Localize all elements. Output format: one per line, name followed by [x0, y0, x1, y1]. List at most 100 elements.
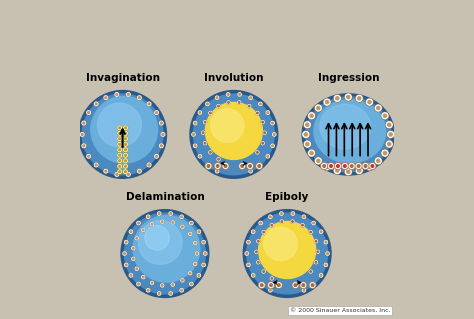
Circle shape [132, 247, 135, 250]
Circle shape [151, 282, 153, 284]
Circle shape [159, 121, 164, 125]
Ellipse shape [314, 100, 386, 163]
Circle shape [259, 221, 262, 225]
Circle shape [263, 271, 264, 272]
Circle shape [248, 164, 252, 168]
Circle shape [208, 111, 212, 115]
Circle shape [320, 274, 322, 276]
Circle shape [146, 101, 152, 106]
Circle shape [137, 222, 139, 224]
Circle shape [122, 251, 127, 256]
Circle shape [388, 132, 393, 137]
Circle shape [117, 158, 122, 163]
Circle shape [258, 163, 263, 167]
Circle shape [226, 92, 230, 97]
Circle shape [260, 284, 263, 286]
Circle shape [273, 133, 276, 136]
Circle shape [310, 283, 315, 287]
Circle shape [117, 169, 122, 174]
Circle shape [192, 134, 194, 135]
Circle shape [374, 104, 382, 112]
Circle shape [257, 261, 260, 264]
Circle shape [306, 123, 309, 126]
Circle shape [257, 240, 260, 243]
Circle shape [119, 143, 121, 145]
Circle shape [114, 172, 119, 177]
Circle shape [374, 157, 382, 165]
Circle shape [258, 282, 263, 286]
Circle shape [208, 150, 212, 154]
Circle shape [326, 165, 328, 168]
Circle shape [258, 102, 263, 106]
Circle shape [157, 211, 161, 216]
Circle shape [117, 164, 122, 169]
Circle shape [206, 163, 209, 167]
Circle shape [160, 144, 163, 147]
Circle shape [161, 284, 164, 287]
Circle shape [371, 165, 374, 167]
Circle shape [264, 227, 297, 261]
Circle shape [158, 292, 161, 295]
Circle shape [365, 98, 374, 106]
Circle shape [385, 140, 393, 148]
Circle shape [243, 210, 331, 297]
Circle shape [124, 170, 127, 173]
Circle shape [269, 289, 272, 292]
Circle shape [206, 102, 209, 106]
Circle shape [145, 226, 169, 250]
Circle shape [240, 164, 245, 168]
Circle shape [292, 282, 299, 289]
Circle shape [266, 111, 269, 114]
Circle shape [256, 151, 259, 154]
Circle shape [190, 91, 278, 178]
Circle shape [193, 94, 274, 175]
Circle shape [82, 94, 163, 175]
Circle shape [151, 223, 153, 225]
Circle shape [160, 145, 162, 147]
Circle shape [206, 164, 210, 168]
Circle shape [135, 267, 139, 271]
Circle shape [334, 162, 342, 170]
Circle shape [223, 164, 228, 168]
Circle shape [135, 237, 138, 240]
Circle shape [258, 221, 263, 225]
Circle shape [302, 215, 305, 218]
Circle shape [191, 222, 192, 224]
Circle shape [83, 145, 85, 147]
Circle shape [125, 213, 205, 294]
Circle shape [249, 96, 252, 99]
Circle shape [292, 221, 293, 222]
Circle shape [150, 222, 154, 226]
Circle shape [320, 162, 328, 170]
Circle shape [123, 136, 128, 141]
Circle shape [129, 273, 133, 278]
Circle shape [188, 271, 192, 275]
Circle shape [266, 155, 269, 158]
Circle shape [114, 92, 119, 97]
Circle shape [189, 221, 193, 225]
Circle shape [137, 221, 140, 225]
Circle shape [348, 162, 356, 170]
Circle shape [155, 112, 157, 114]
Circle shape [207, 164, 208, 166]
Circle shape [180, 288, 184, 293]
Circle shape [150, 281, 154, 285]
Circle shape [117, 136, 122, 141]
Circle shape [146, 288, 150, 293]
Circle shape [125, 138, 127, 140]
Circle shape [291, 219, 294, 224]
Circle shape [239, 93, 240, 95]
Circle shape [104, 96, 108, 100]
Circle shape [272, 122, 273, 124]
Circle shape [281, 220, 283, 223]
Circle shape [247, 213, 328, 294]
Circle shape [197, 230, 201, 234]
Circle shape [118, 137, 121, 140]
Circle shape [260, 283, 262, 285]
Circle shape [358, 169, 361, 172]
Circle shape [279, 211, 283, 216]
Circle shape [193, 241, 197, 245]
Circle shape [301, 283, 306, 287]
Circle shape [259, 103, 261, 105]
Circle shape [205, 102, 263, 160]
